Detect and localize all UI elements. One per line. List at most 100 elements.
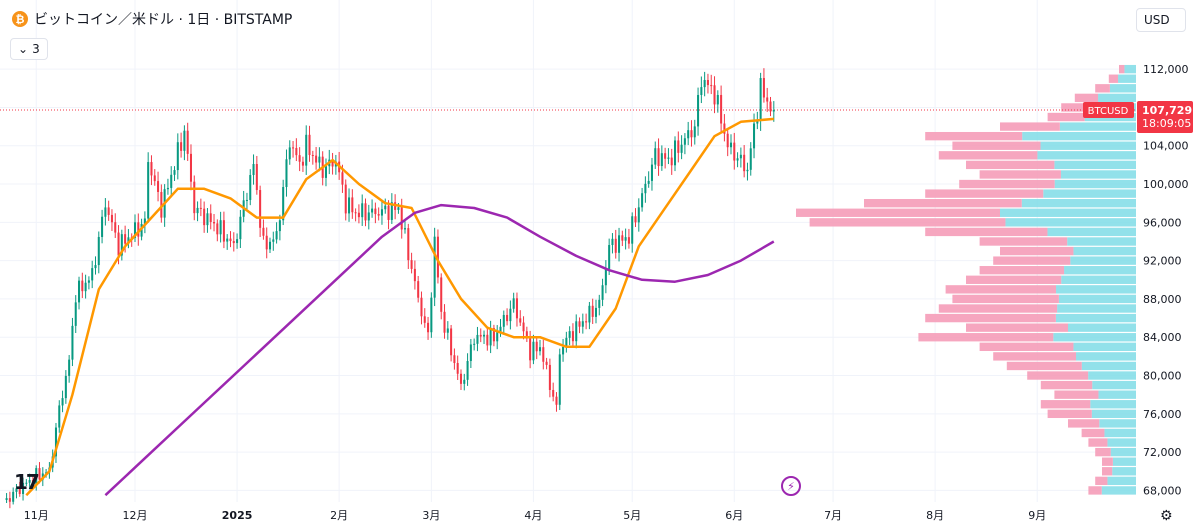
candle-body [670, 157, 673, 166]
volume-profile-up-bar [1054, 160, 1136, 170]
last-price-badge [1137, 101, 1193, 134]
candle-body [18, 488, 21, 494]
candle-body [693, 126, 696, 138]
volume-profile-up-bar [1099, 419, 1136, 428]
chart-title: ビットコイン／米ドル · 1日 · BITSTAMP [34, 12, 293, 28]
volume-profile-down-bar [979, 342, 1074, 351]
candle-body [627, 237, 630, 244]
candle-body [716, 94, 719, 105]
volume-profile-down-bar [925, 313, 1056, 323]
candle-body [110, 214, 113, 223]
volume-profile-up-bar [1067, 237, 1136, 246]
candle-body [117, 232, 120, 256]
lightning-icon[interactable]: ⚡ [781, 476, 801, 496]
volume-profile-down-bar [938, 151, 1038, 160]
volume-profile-down-bar [1000, 122, 1060, 131]
candle-body [288, 147, 291, 160]
candle-body [591, 305, 594, 317]
moving-averages [25, 117, 775, 497]
candle-body [545, 361, 548, 365]
candle-body [272, 239, 275, 242]
candle-body [631, 216, 634, 244]
candle-body [555, 396, 558, 405]
candle-body [170, 174, 173, 188]
price-tick-label: 80,000 [1143, 370, 1182, 383]
candle-body [259, 190, 262, 228]
candle-body [315, 155, 318, 163]
volume-profile-up-bar [1061, 275, 1136, 284]
candle-body [427, 322, 430, 333]
candle-body [687, 130, 690, 139]
volume-profile-down-bar [952, 141, 1041, 150]
indicator-toggle-button[interactable]: ⌄ 3 [10, 38, 48, 60]
time-tick-label: 2月 [330, 509, 348, 522]
countdown-label: 18:09:05 [1142, 117, 1191, 130]
candle-body [690, 130, 693, 138]
volume-profile-down-bar [979, 170, 1061, 179]
candle-body [38, 468, 41, 480]
candle-body [700, 87, 703, 95]
candle-body [489, 328, 492, 346]
candle-body [729, 142, 733, 148]
volume-profile-up-bar [1098, 93, 1136, 103]
candle-body [417, 281, 420, 298]
candle-body [94, 265, 97, 269]
volume-profile-up-bar [1073, 342, 1136, 351]
time-tick-label: 6月 [725, 509, 743, 522]
price-tick-label: 68,000 [1143, 484, 1182, 497]
candle-body [380, 209, 383, 216]
candle-body [430, 297, 433, 333]
volume-profile-down-bar [1047, 112, 1085, 122]
candle-body [249, 175, 252, 200]
candle-body [216, 223, 219, 235]
candle-body [772, 110, 775, 112]
currency-selector[interactable]: USD [1136, 8, 1186, 32]
candle-body [769, 101, 772, 112]
candle-body [127, 237, 130, 244]
volume-profile-up-bar [1000, 208, 1136, 217]
grid [0, 0, 1136, 502]
volume-profile-down-bar [1102, 467, 1113, 476]
volume-profile-up-bar [1005, 218, 1136, 227]
candle-body [743, 154, 746, 172]
volume-profile-up-bar [1037, 151, 1136, 160]
candle-body [453, 355, 456, 364]
volume-profile-up-bar [1054, 179, 1136, 189]
candle-body [433, 236, 436, 298]
candle-body [213, 222, 216, 224]
candle-body [446, 328, 449, 333]
candle-body [28, 480, 31, 483]
candle-body [97, 236, 100, 266]
candle-body [654, 148, 657, 165]
candle-body [466, 361, 469, 380]
candle-body [496, 332, 499, 342]
candle-body [35, 468, 38, 485]
volume-profile-up-bar [1091, 409, 1136, 419]
candle-body [601, 285, 604, 300]
settings-gear-icon[interactable]: ⚙ [1160, 508, 1173, 524]
volume-profile-down-bar [918, 333, 1054, 342]
candle-body [713, 85, 716, 105]
candle-body [667, 157, 670, 159]
volume-profile-down-bar [1119, 64, 1125, 74]
candle-body [222, 220, 225, 242]
candle-body [301, 161, 304, 166]
candle-body [387, 205, 390, 220]
candle-body [581, 321, 584, 327]
candle-body [22, 482, 25, 494]
price-tick-label: 104,000 [1143, 140, 1189, 153]
candle-body [31, 480, 34, 485]
tradingview-logo[interactable]: 17 [14, 470, 40, 494]
price-axis: 112,000108,000104,000100,00096,00092,000… [1143, 63, 1189, 497]
volume-profile-down-bar [1095, 447, 1111, 457]
candle-body [621, 235, 624, 241]
candle-body [61, 398, 64, 406]
symbol-badge [1083, 102, 1134, 119]
candle-body [348, 197, 351, 214]
candle-body [766, 97, 769, 102]
candle-body [436, 236, 439, 278]
volume-profile-up-bar [1055, 313, 1136, 323]
candle-body [176, 142, 179, 171]
currency-label: USD [1144, 13, 1170, 27]
